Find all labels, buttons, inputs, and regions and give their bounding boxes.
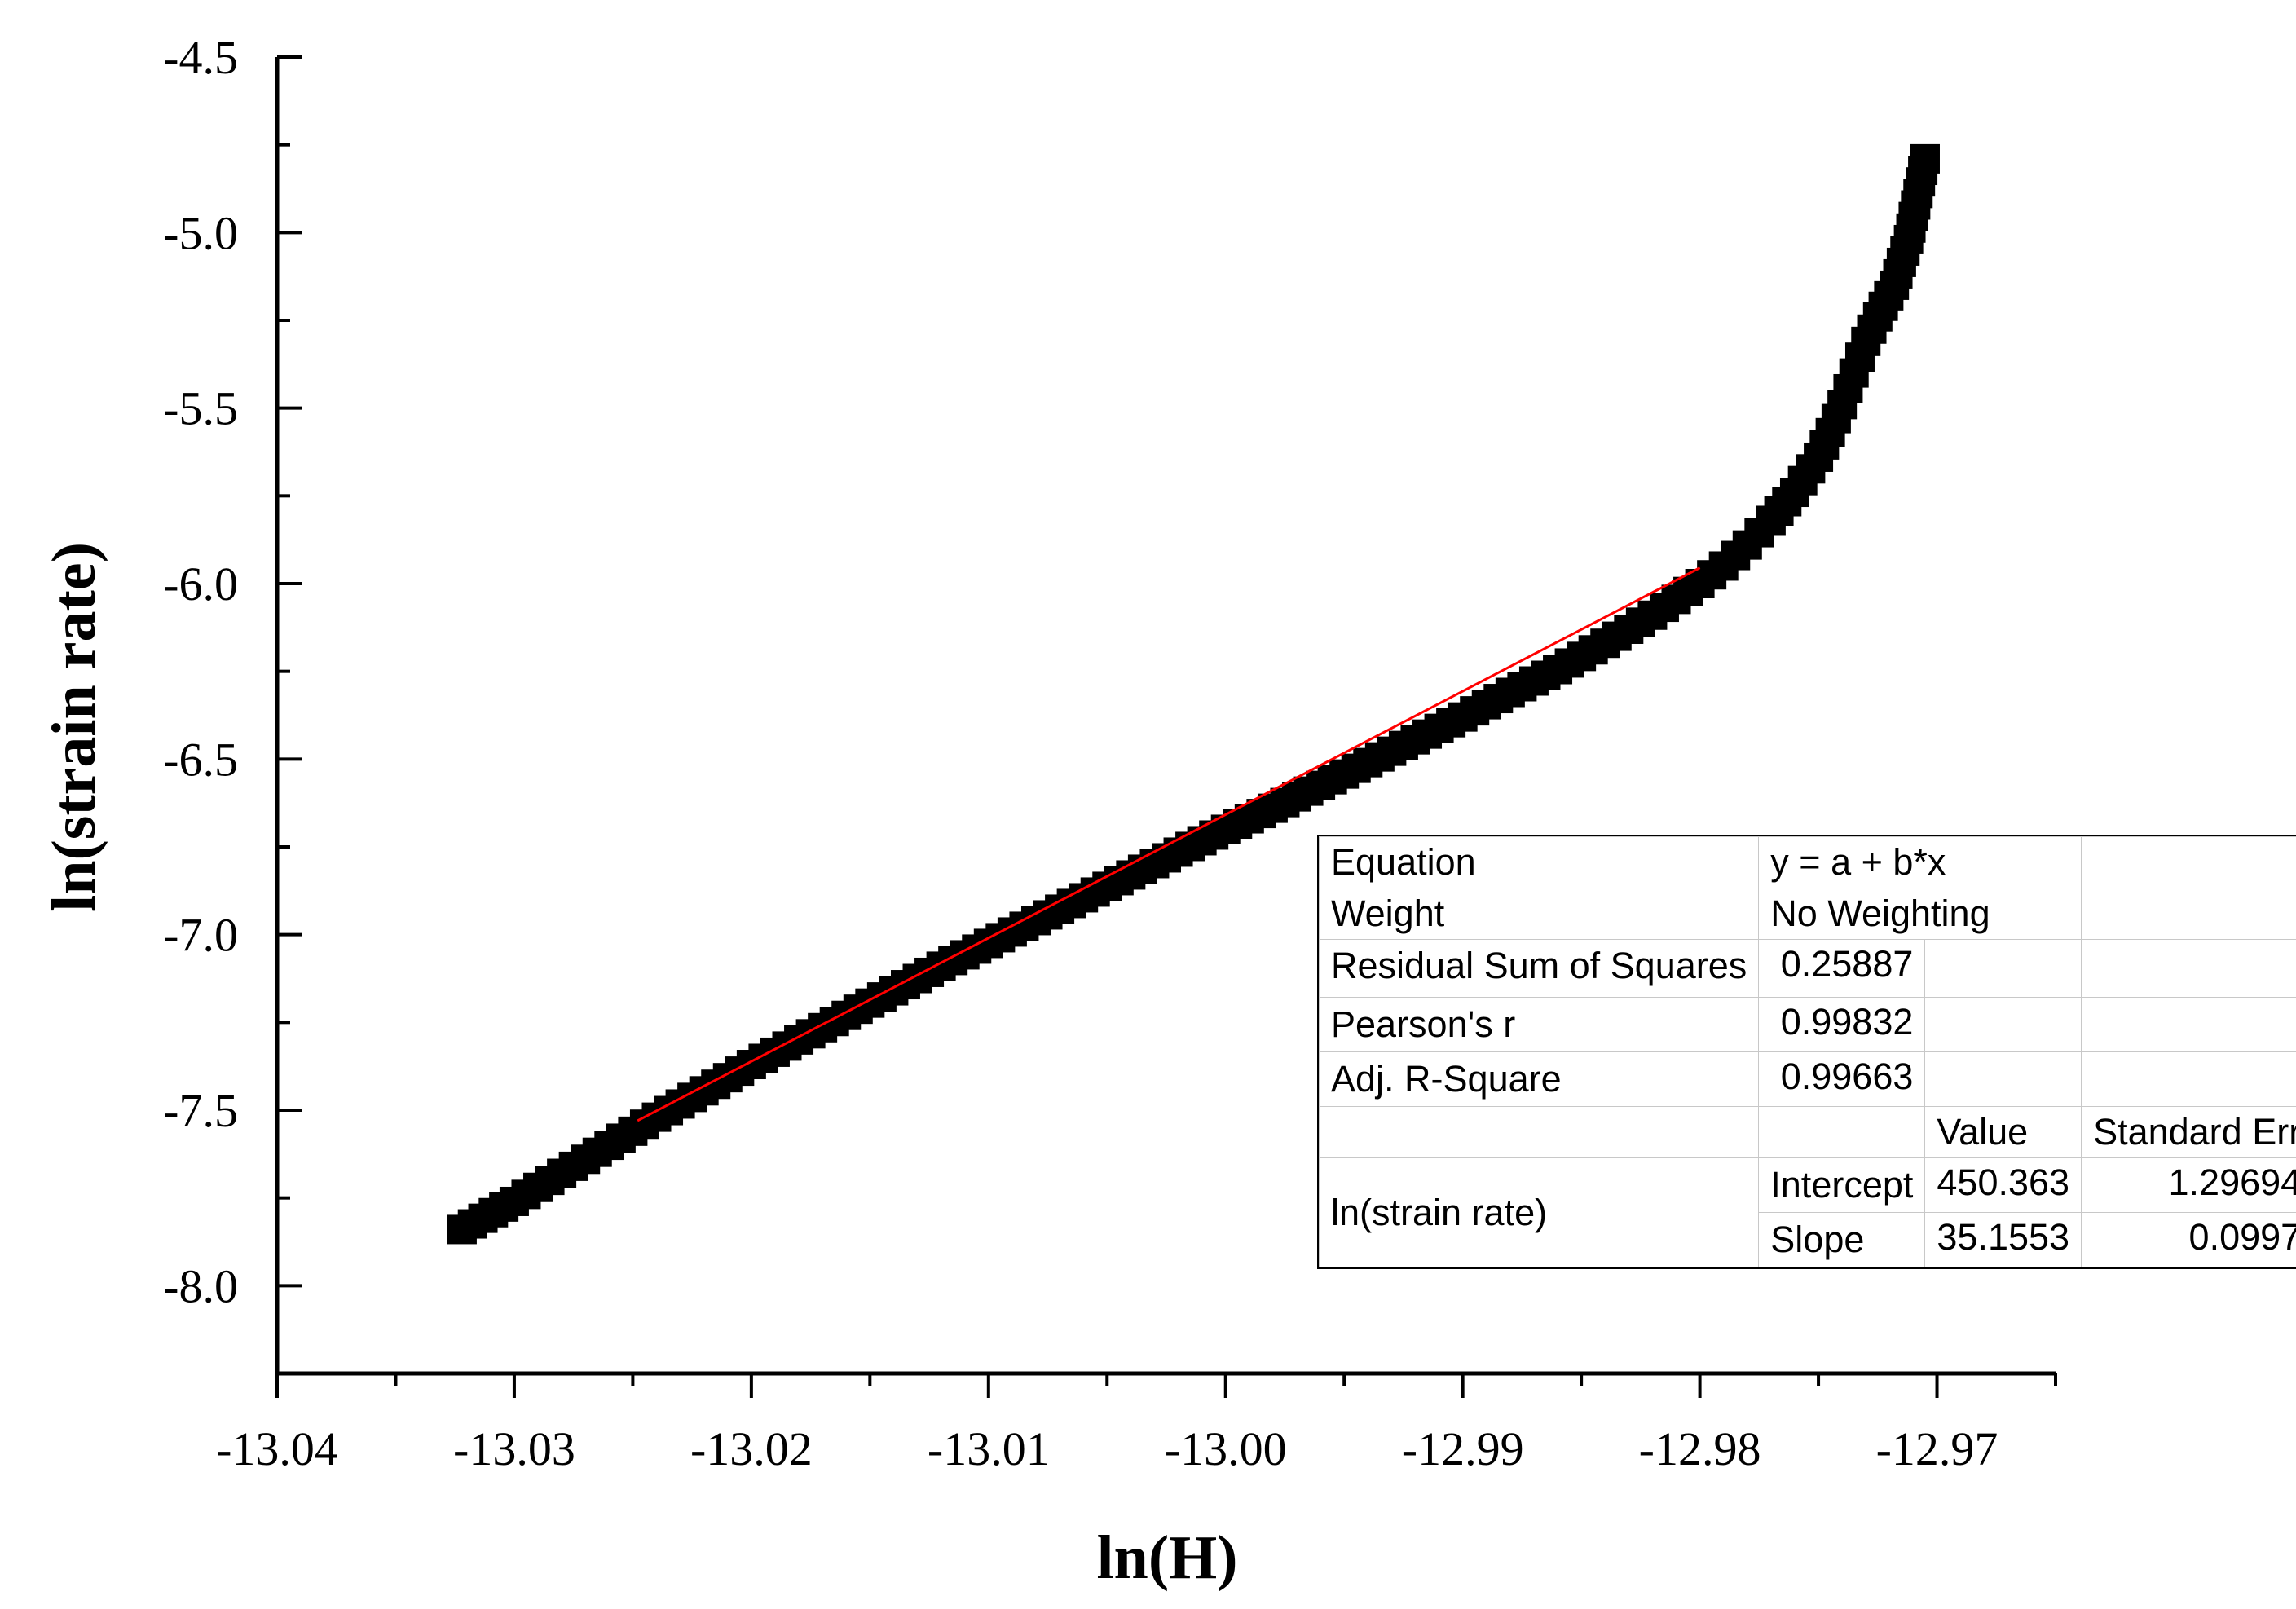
data-point xyxy=(1910,143,1940,174)
empty-cell xyxy=(2081,997,2296,1052)
adj-r-square-value: 0.99663 xyxy=(1758,1051,1926,1107)
y-tick-label: -8.0 xyxy=(163,1259,238,1312)
x-axis-ticks: -13.04 -13.03 -13.02 -13.01 -13.00 -12.99 -12.… xyxy=(216,1373,2057,1475)
empty-cell xyxy=(1758,1106,1926,1158)
rss-label: Residual Sum of Squares xyxy=(1318,939,1760,998)
intercept-label: Intercept xyxy=(1758,1157,1926,1213)
table-row: ln(strain rate) Intercept 450.363 1.2969… xyxy=(1318,1157,2296,1267)
data-series xyxy=(447,143,1940,1245)
fit-results-table: Equation y = a + b*x Weight No Weighting… xyxy=(1316,835,2296,1269)
empty-cell xyxy=(1924,997,2082,1052)
equation-label: Equation xyxy=(1318,836,1760,888)
table-row: Slope 35.1553 0.0997 xyxy=(1320,1212,2296,1267)
x-tick-label: -12.99 xyxy=(1402,1422,1524,1475)
table-row: Weight No Weighting xyxy=(1318,888,2296,940)
dependent-variable-label: ln(strain rate) xyxy=(1318,1157,1760,1267)
table-row: Pearson's r 0.99832 xyxy=(1318,997,2296,1052)
rss-value: 0.25887 xyxy=(1758,939,1926,998)
y-tick-label: -6.0 xyxy=(163,558,238,611)
x-axis-title: ln(H) xyxy=(1096,1523,1237,1592)
equation-value: y = a + b*x xyxy=(1758,836,2082,888)
stderr-header: Standard Err xyxy=(2081,1106,2296,1158)
axes xyxy=(275,57,2056,1376)
table-row: Adj. R-Square 0.99663 xyxy=(1318,1051,2296,1107)
empty-cell xyxy=(1924,1051,2082,1107)
empty-cell xyxy=(2081,836,2296,888)
y-tick-label: -5.0 xyxy=(163,206,238,259)
x-tick-label: -13.00 xyxy=(1165,1422,1287,1475)
empty-cell xyxy=(2081,939,2296,998)
fit-line-group xyxy=(637,566,1701,1122)
empty-cell xyxy=(1318,1106,1760,1158)
x-tick-label: -13.04 xyxy=(216,1422,338,1475)
slope-label: Slope xyxy=(1758,1212,1926,1267)
x-tick-label: -12.98 xyxy=(1639,1422,1761,1475)
empty-cell xyxy=(1924,939,2082,998)
pearson-value: 0.99832 xyxy=(1758,997,1926,1052)
x-tick-label: -12.97 xyxy=(1876,1422,1999,1475)
y-axis-ticks: -4.5 -5.0 -5.5 -6.0 -6.5 -7.0 -7.5 -8.0 xyxy=(163,31,302,1312)
adj-r-square-label: Adj. R-Square xyxy=(1318,1051,1760,1107)
value-header: Value xyxy=(1924,1106,2082,1158)
slope-value: 35.1553 xyxy=(1924,1212,2082,1267)
x-tick-label: -13.03 xyxy=(453,1422,575,1475)
pearson-label: Pearson's r xyxy=(1318,997,1760,1052)
slope-stderr: 0.0997 xyxy=(2081,1212,2296,1267)
empty-cell xyxy=(2081,1051,2296,1107)
weight-label: Weight xyxy=(1318,888,1760,940)
y-tick-label: -7.0 xyxy=(163,909,238,962)
empty-cell xyxy=(2081,888,2296,940)
table-row: Equation y = a + b*x xyxy=(1318,836,2296,888)
y-tick-label: -4.5 xyxy=(163,31,238,84)
table-row: Value Standard Err xyxy=(1318,1106,2296,1158)
table-row: Residual Sum of Squares 0.25887 xyxy=(1318,939,2296,998)
y-tick-label: -7.5 xyxy=(163,1084,238,1137)
intercept-stderr: 1.29694 xyxy=(2081,1157,2296,1213)
weight-value: No Weighting xyxy=(1758,888,2082,940)
y-tick-label: -5.5 xyxy=(163,382,238,435)
x-tick-label: -13.01 xyxy=(928,1422,1050,1475)
y-axis-title: ln(strain rate) xyxy=(40,542,108,912)
fit-line xyxy=(637,566,1701,1122)
intercept-value: 450.363 xyxy=(1924,1157,2082,1213)
y-tick-label: -6.5 xyxy=(163,733,238,786)
x-tick-label: -13.02 xyxy=(690,1422,813,1475)
